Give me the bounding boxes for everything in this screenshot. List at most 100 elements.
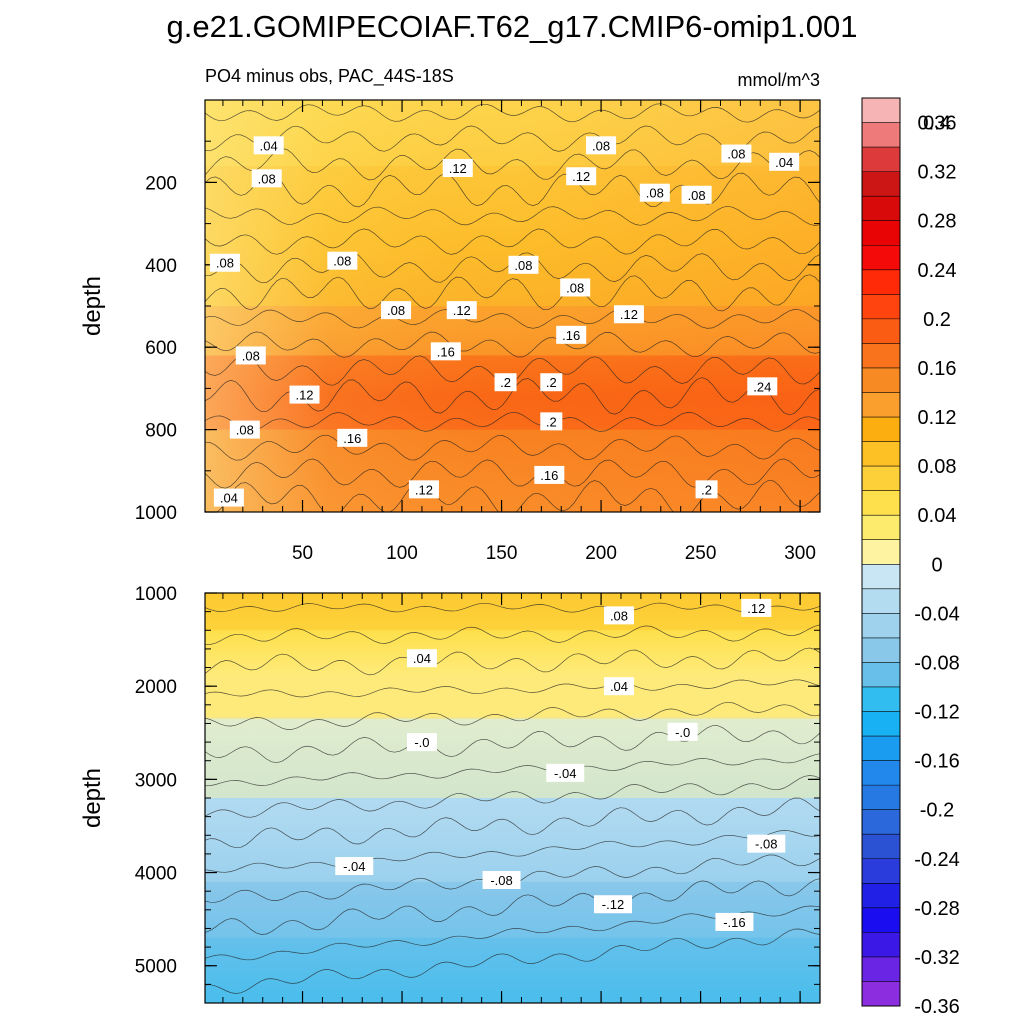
contour-label-text: .16 <box>343 431 361 446</box>
colorbar-label: 0.08 <box>918 456 957 478</box>
colorbar-label: 0.32 <box>918 162 957 184</box>
contour-label: .16 <box>534 465 565 484</box>
colorbar-swatch <box>862 564 900 590</box>
colorbar-label: 0.2 <box>923 309 951 331</box>
colorbar-label: -0.24 <box>914 849 960 871</box>
contour-label-box <box>603 677 634 696</box>
colorbar-swatch <box>862 441 900 467</box>
contour-label-box <box>594 895 633 914</box>
xtick-label: 100 <box>386 543 418 564</box>
contour-label-text: .08 <box>592 138 610 153</box>
contour-line <box>205 701 820 730</box>
contour-label: .2 <box>494 373 517 392</box>
colorbar-swatch <box>862 736 900 761</box>
contour-label-text: .08 <box>566 280 584 295</box>
ytick-label: 2000 <box>135 677 177 698</box>
contour-label: .16 <box>337 428 368 447</box>
contour-line <box>205 411 820 432</box>
contour-label: .08 <box>681 185 712 204</box>
contour-label: .04 <box>253 136 284 155</box>
contour-label-text: .08 <box>387 303 405 318</box>
contour-label-text: .08 <box>258 171 276 186</box>
colorbar-swatch <box>862 785 900 810</box>
contour-label-text: .12 <box>415 482 433 497</box>
colorbar-swatch <box>862 760 900 786</box>
contour-label-box <box>209 253 240 272</box>
contour-label-text: -.04 <box>343 859 365 874</box>
contour-label: .16 <box>556 325 587 344</box>
contour-label-box <box>769 152 800 171</box>
contour-label-text: .08 <box>514 258 532 273</box>
colorbar: 0.40.36 0.32 0.28 0.24 0.2 0.16 0.12 0.08 0.04 0 -… <box>861 97 960 1018</box>
contour-label-text: .08 <box>242 348 260 363</box>
colorbar-swatch <box>862 883 900 909</box>
colorbar-swatch <box>862 515 900 541</box>
contour-label-box <box>540 373 563 392</box>
contour-label-box <box>639 183 670 202</box>
lower-contour-lines <box>205 602 820 994</box>
contour-line <box>205 103 820 123</box>
colorbar-swatch <box>862 956 900 982</box>
colorbar-swatch <box>862 588 900 614</box>
contour-label-box <box>235 346 266 365</box>
colorbar-swatch <box>862 220 900 246</box>
contour-label-text: -.08 <box>755 837 777 852</box>
contour-label-text: -.16 <box>723 915 745 930</box>
contour-line <box>205 274 820 312</box>
ytick-label: 800 <box>145 421 177 442</box>
contour-label-box <box>546 763 585 782</box>
contour-label-box <box>586 136 617 155</box>
contour-label-text: .04 <box>220 491 238 506</box>
lower-axes: 1000 2000 3000 4000 5000 <box>135 584 821 1004</box>
ytick-label: 4000 <box>135 864 177 885</box>
colorbar-label: 0.24 <box>918 260 957 282</box>
colorbar-swatch <box>862 122 900 148</box>
contour-line <box>205 775 820 818</box>
contour-label-text: -.08 <box>490 873 512 888</box>
upper-axes: 200 400 600 800 1000 50 100 150 200 250 300 <box>135 99 821 564</box>
contour-line <box>205 878 820 935</box>
contour-label: -.08 <box>747 834 786 853</box>
lower-ylabel: depth <box>79 768 106 828</box>
contour-label-text: -.04 <box>554 766 576 781</box>
colorbar-swatch <box>862 858 900 884</box>
contour-label: .08 <box>639 183 670 202</box>
contour-label-box <box>327 251 358 270</box>
colorbar-label: -0.12 <box>914 702 960 724</box>
contour-label-box <box>406 733 437 752</box>
colorbar-swatch <box>862 834 900 860</box>
contour-label-text: -.0 <box>414 735 429 750</box>
contour-label: .08 <box>560 278 591 297</box>
colorbar-label: 0.36 <box>918 113 957 135</box>
ytick-label: 1000 <box>135 503 177 524</box>
contour-label: .04 <box>603 677 634 696</box>
xtick-label: 300 <box>784 543 816 564</box>
colorbar-label: -0.32 <box>914 947 960 969</box>
contour-label-box <box>381 301 412 320</box>
contour-label-box <box>446 301 477 320</box>
contour-label: .04 <box>769 152 800 171</box>
contour-label-box <box>213 488 244 507</box>
contour-label-box <box>721 144 752 163</box>
contour-label-text: .16 <box>540 468 558 483</box>
value-band <box>205 630 820 719</box>
contour-label-box <box>534 465 565 484</box>
contour-label-text: .08 <box>236 423 254 438</box>
colorbar-label: -0.28 <box>914 898 960 920</box>
contour-label-box <box>229 420 260 439</box>
colorbar-label: -0.04 <box>914 603 960 625</box>
contour-label: .2 <box>540 412 563 431</box>
colorbar-swatch <box>862 686 900 712</box>
upper-panel: 200 400 600 800 1000 50 100 150 200 250 300 .04 .08… <box>79 99 821 564</box>
contour-label-box <box>482 871 521 889</box>
contour-line <box>205 753 820 787</box>
contour-label: .2 <box>540 373 563 392</box>
contour-label-text: .08 <box>727 147 745 162</box>
contour-label-box <box>251 169 282 188</box>
contour-label: .12 <box>613 305 644 324</box>
contour-label-box <box>508 255 539 274</box>
contour-label-box <box>442 158 473 177</box>
colorbar-label: -0.36 <box>914 996 960 1018</box>
